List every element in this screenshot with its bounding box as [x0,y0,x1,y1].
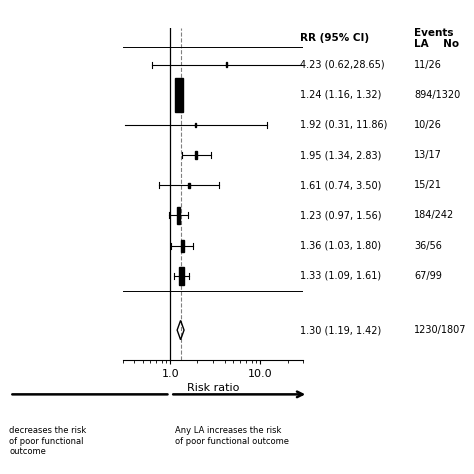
Text: 4.23 (0.62,28.65): 4.23 (0.62,28.65) [301,60,385,70]
Text: 67/99: 67/99 [414,271,442,281]
Text: RR (95% CI): RR (95% CI) [301,33,370,43]
Text: 1.92 (0.31, 11.86): 1.92 (0.31, 11.86) [301,120,388,130]
Text: LA    No: LA No [414,38,459,48]
Text: 1.33 (1.09, 1.61): 1.33 (1.09, 1.61) [301,271,382,281]
Text: 13/17: 13/17 [414,150,442,160]
Text: 15/21: 15/21 [414,180,442,190]
FancyBboxPatch shape [179,267,183,285]
Text: 36/56: 36/56 [414,241,442,251]
Text: 1.36 (1.03, 1.80): 1.36 (1.03, 1.80) [301,241,382,251]
FancyBboxPatch shape [226,63,227,67]
Text: 1230/1807: 1230/1807 [414,325,467,335]
FancyBboxPatch shape [188,182,190,188]
Text: 10/26: 10/26 [414,120,442,130]
Text: 1.23 (0.97, 1.56): 1.23 (0.97, 1.56) [301,210,382,220]
FancyBboxPatch shape [195,151,198,159]
Text: 894/1320: 894/1320 [414,90,461,100]
FancyBboxPatch shape [195,123,196,127]
Text: 1.30 (1.19, 1.42): 1.30 (1.19, 1.42) [301,325,382,335]
FancyBboxPatch shape [176,208,180,224]
Text: 184/242: 184/242 [414,210,455,220]
Text: 11/26: 11/26 [414,60,442,70]
FancyBboxPatch shape [175,78,183,112]
Text: decreases the risk
of poor functional
outcome: decreases the risk of poor functional ou… [9,426,87,456]
FancyBboxPatch shape [181,239,184,252]
Text: 1.24 (1.16, 1.32): 1.24 (1.16, 1.32) [301,90,382,100]
X-axis label: Risk ratio: Risk ratio [187,383,239,393]
Text: Events: Events [414,27,454,37]
Text: Any LA increases the risk
of poor functional outcome: Any LA increases the risk of poor functi… [175,426,289,446]
Text: 1.61 (0.74, 3.50): 1.61 (0.74, 3.50) [301,180,382,190]
Text: 1.95 (1.34, 2.83): 1.95 (1.34, 2.83) [301,150,382,160]
